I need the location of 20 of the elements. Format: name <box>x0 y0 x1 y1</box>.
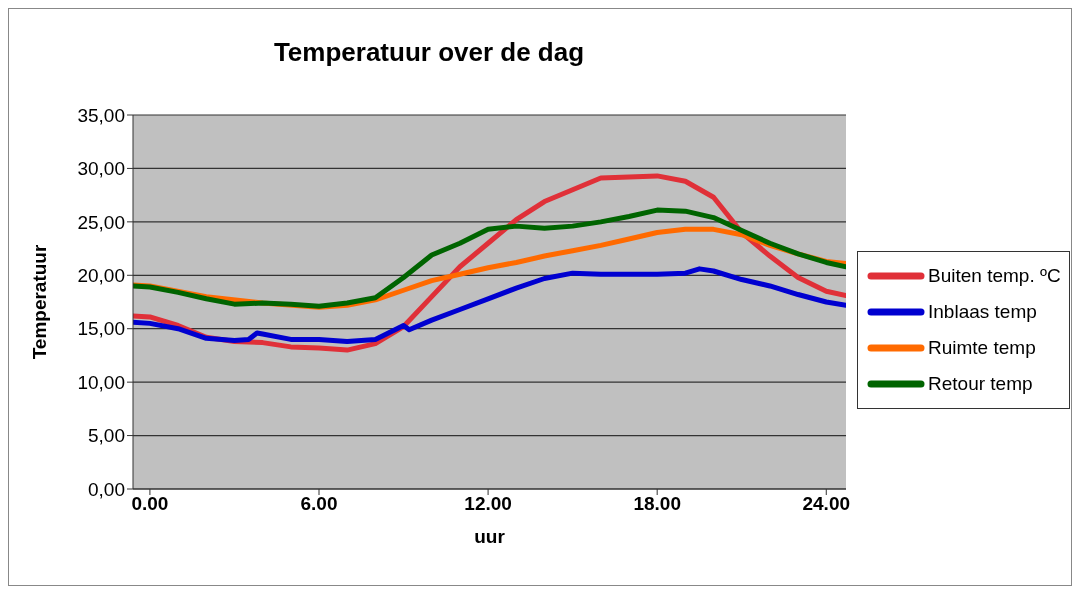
y-tick-label: 5,00 <box>88 425 125 447</box>
y-tick-label: 15,00 <box>77 318 125 340</box>
chart-title: Temperatuur over de dag <box>272 37 586 68</box>
y-tick-label: 30,00 <box>77 158 125 180</box>
x-tick-label: 12.00 <box>464 493 512 515</box>
y-tick-label: 20,00 <box>77 265 125 287</box>
x-axis-title: uur <box>474 526 506 547</box>
y-axis-title: Temperatuur <box>28 244 50 360</box>
legend-label: Buiten temp. ºC <box>928 265 1061 287</box>
legend-label: Ruimte temp <box>928 337 1036 359</box>
y-tick-label: 25,00 <box>77 211 125 233</box>
y-tick-label: 10,00 <box>77 371 125 393</box>
y-tick-label: 35,00 <box>77 104 125 126</box>
legend-label: Retour temp <box>928 373 1033 395</box>
x-tick-label: 24.00 <box>802 493 851 515</box>
legend-label: Inblaas temp <box>928 301 1037 323</box>
x-tick-label: 18.00 <box>633 493 681 515</box>
y-tick-label: 0,00 <box>88 478 125 500</box>
x-tick-label: 0.00 <box>131 493 169 515</box>
x-tick-label: 6.00 <box>300 493 338 515</box>
